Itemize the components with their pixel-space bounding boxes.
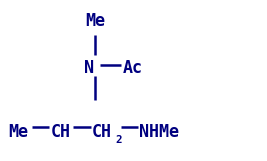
Text: Me: Me [8,123,28,141]
Text: NHMe: NHMe [139,123,179,141]
Text: Me: Me [85,12,105,30]
Text: N: N [84,59,94,77]
Text: CH: CH [51,123,71,141]
Text: 2: 2 [115,135,122,145]
Text: CH: CH [92,123,112,141]
Text: Ac: Ac [123,59,143,77]
